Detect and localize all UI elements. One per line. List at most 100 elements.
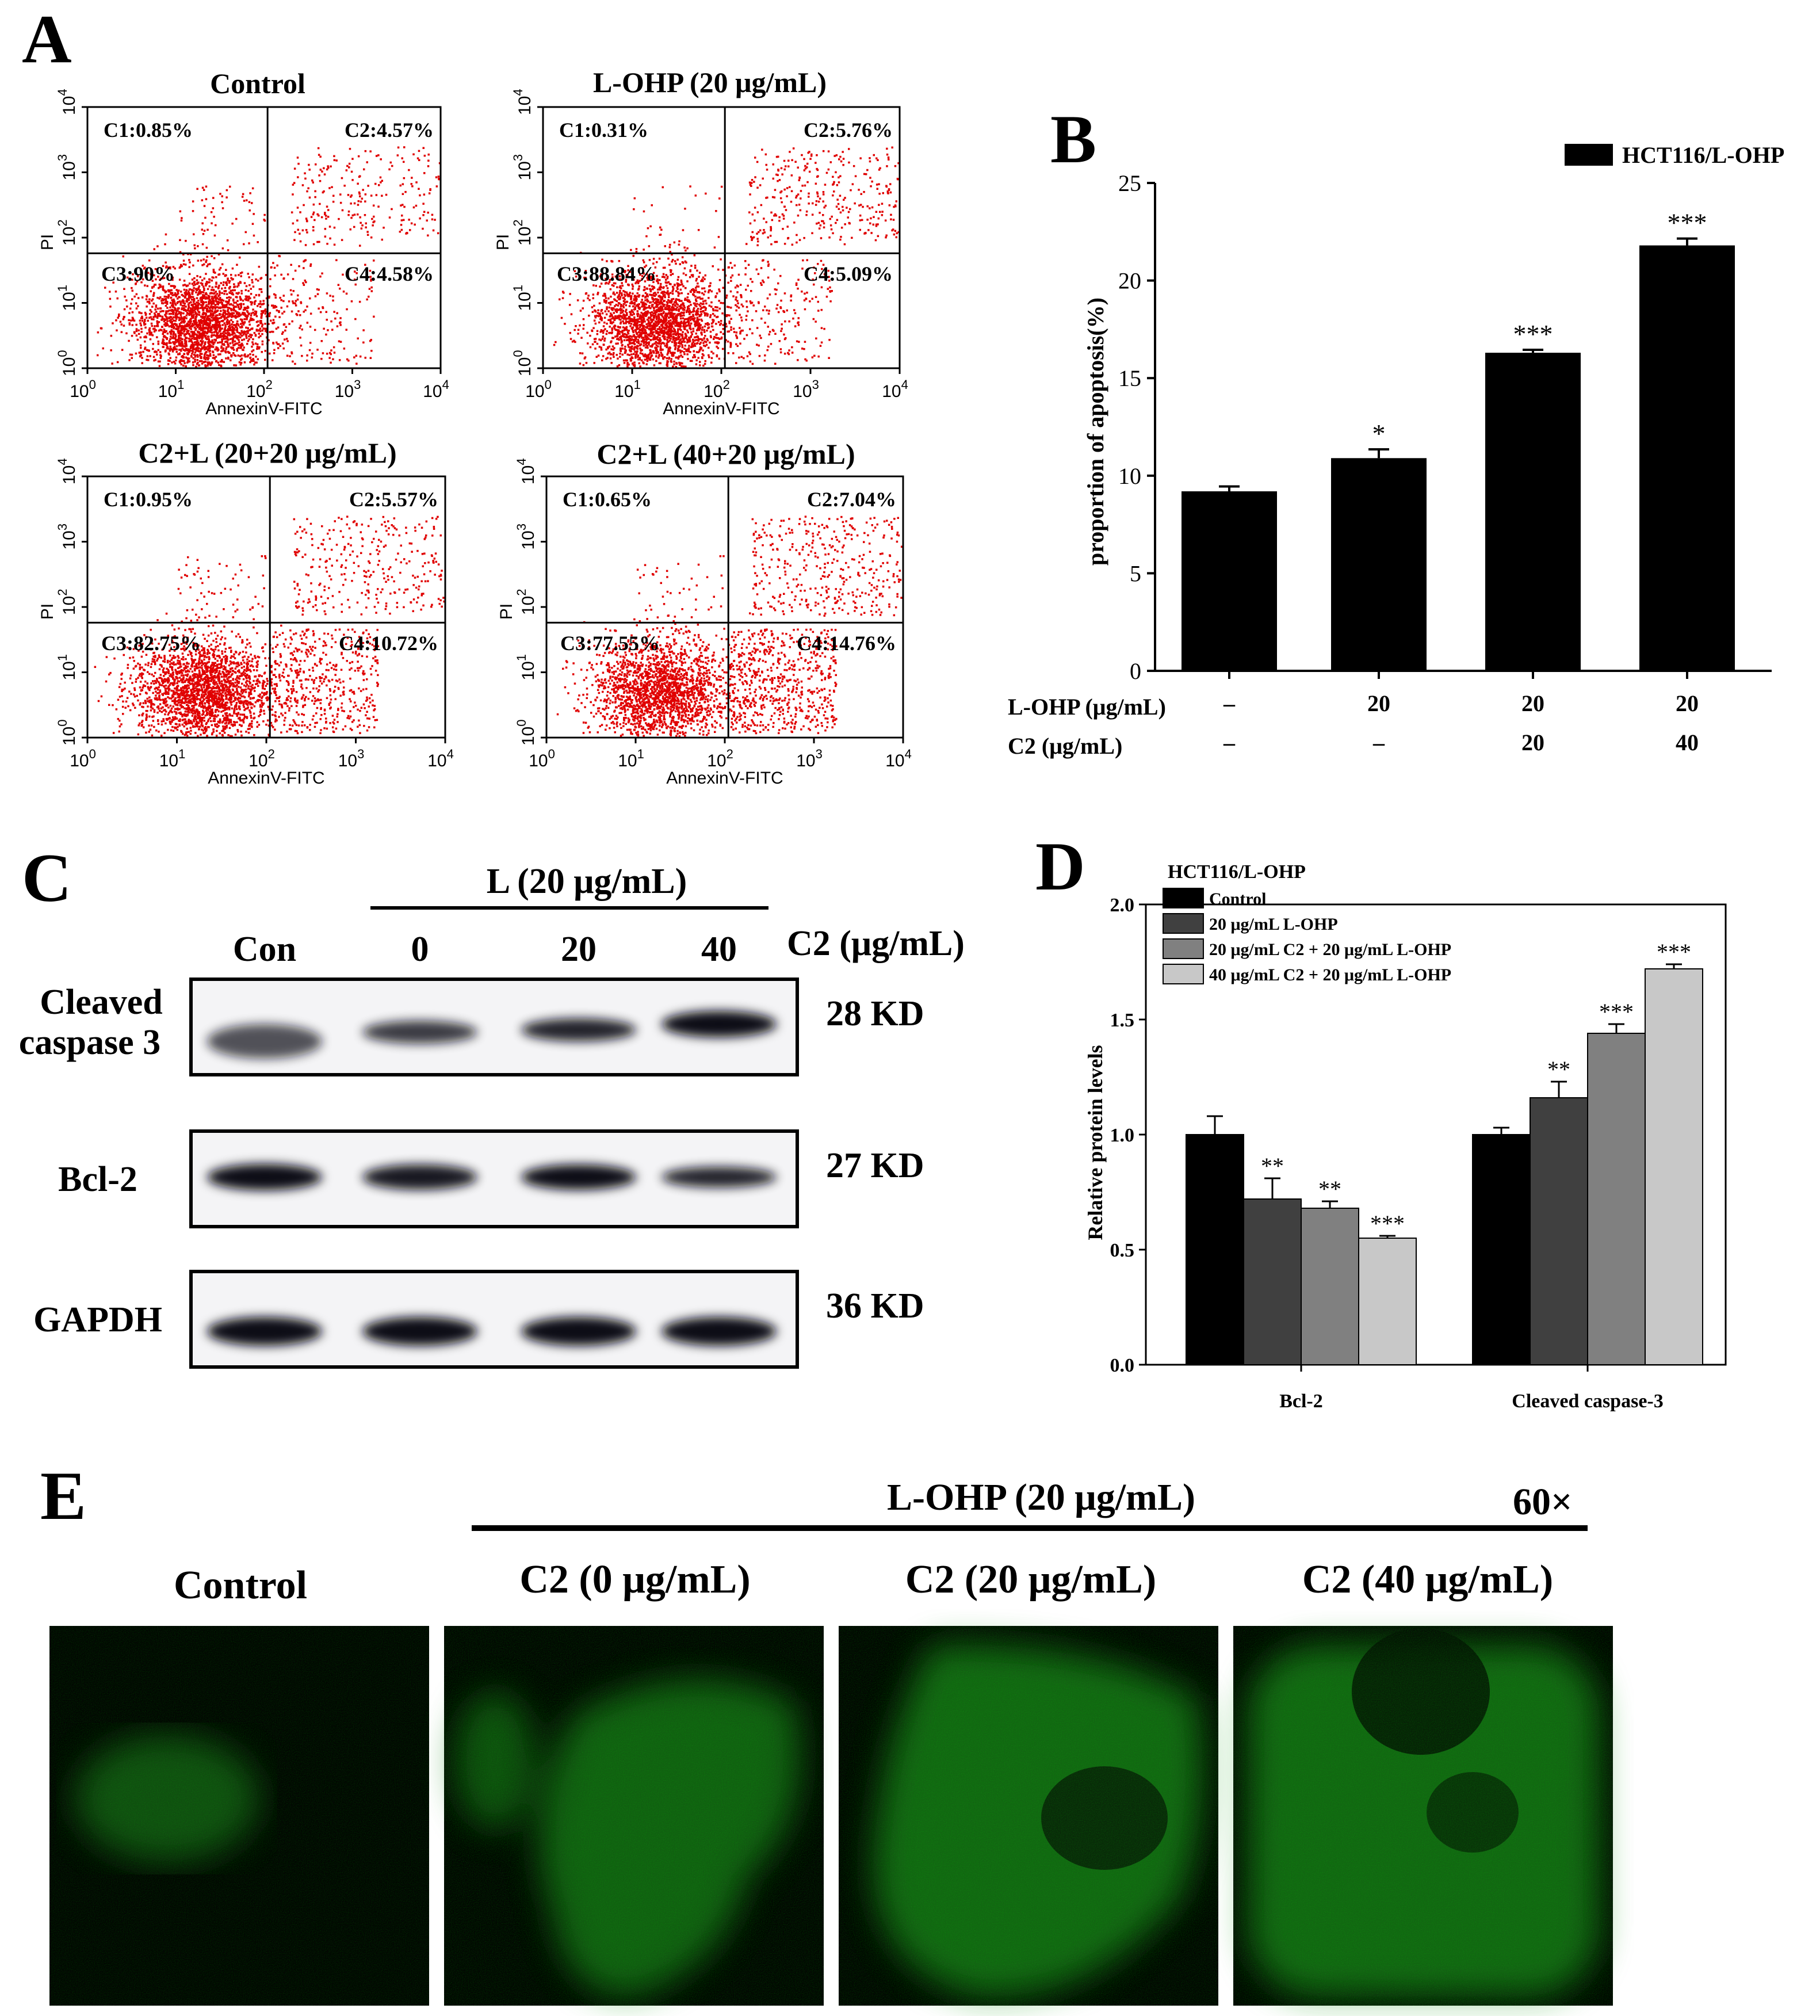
y-tick-label: 1.0 bbox=[1110, 1125, 1135, 1146]
panel-b-row1-val: 20 bbox=[1676, 690, 1699, 716]
blot-band bbox=[207, 1024, 322, 1059]
panel-a-letter: A bbox=[22, 1, 72, 77]
panel-c-lane-label: 0 bbox=[411, 930, 429, 969]
y-tick-label: 100 bbox=[514, 719, 538, 746]
bar bbox=[1472, 1134, 1531, 1365]
flow-xlabel: AnnexinV-FITC bbox=[208, 769, 324, 788]
y-tick-label: 100 bbox=[55, 719, 79, 746]
panel-e-label: Control bbox=[174, 1563, 307, 1608]
bar bbox=[1530, 1097, 1588, 1365]
bar bbox=[1186, 1134, 1244, 1365]
bar bbox=[1485, 353, 1581, 671]
y-tick-label: 101 bbox=[514, 654, 538, 681]
x-tick-label: 101 bbox=[614, 377, 641, 401]
y-tick-label: 101 bbox=[55, 285, 79, 311]
panel-c-lane-label: Con bbox=[233, 930, 296, 969]
y-tick-label: 103 bbox=[514, 524, 538, 550]
panel-c-letter: C bbox=[22, 839, 72, 916]
bar bbox=[1639, 245, 1735, 671]
micrograph-control bbox=[49, 1626, 429, 2006]
blot-band bbox=[521, 1018, 636, 1041]
blot-band bbox=[521, 1164, 636, 1190]
y-tick-label: 103 bbox=[55, 154, 79, 181]
panel-e: E L-OHP (20 μg/mL) 60× Control C2 (0 μg/… bbox=[40, 1457, 1613, 2006]
blot-row: GAPDH 36 KD bbox=[33, 1270, 924, 1369]
x-tick-label: 104 bbox=[885, 747, 912, 770]
panel-e-label: C2 (0 μg/mL) bbox=[519, 1557, 750, 1602]
panel-b-row2-val: – bbox=[1372, 730, 1385, 755]
x-tick-label: 100 bbox=[529, 747, 555, 770]
y-tick-label: 104 bbox=[55, 89, 79, 115]
x-tick-label: 101 bbox=[618, 747, 644, 770]
blot-size: 28 KD bbox=[826, 994, 924, 1033]
panel-d-legend: Control 20 μg/mL L-OHP 20 μg/mL C2 + 20 μg… bbox=[1163, 888, 1451, 984]
panel-b-legend-swatch bbox=[1565, 144, 1613, 166]
significance-label: *** bbox=[1599, 999, 1634, 1025]
flow-dots bbox=[556, 516, 903, 738]
panel-c-lane-label: 20 bbox=[561, 930, 597, 969]
y-tick-label: 102 bbox=[511, 219, 534, 246]
quadrant-c3: C3:88.84% bbox=[557, 262, 656, 285]
y-tick-label: 101 bbox=[511, 285, 534, 311]
flow-ylabel: PI bbox=[497, 604, 516, 620]
x-tick-label: 100 bbox=[525, 377, 552, 401]
flow-plot-title: C2+L (40+20 μg/mL) bbox=[597, 438, 855, 470]
legend-label: 20 μg/mL L-OHP bbox=[1209, 915, 1338, 934]
legend-swatch bbox=[1163, 938, 1204, 959]
x-tick-label: 103 bbox=[796, 747, 823, 770]
y-tick-label: 25 bbox=[1118, 170, 1141, 196]
blot-label: Cleaved bbox=[40, 983, 163, 1022]
micrograph-c2-40 bbox=[1233, 1626, 1613, 2006]
panel-d-ylabel: Relative protein levels bbox=[1084, 1045, 1107, 1240]
blot-label: GAPDH bbox=[33, 1300, 162, 1339]
flow-plots: Control C1:0.85% C2:4.57% C3:90% C4:4.58% 100… bbox=[38, 66, 912, 788]
panel-d-legend-title: HCT116/L-OHP bbox=[1168, 861, 1306, 883]
quadrant-c2: C2:4.57% bbox=[345, 119, 434, 142]
x-tick-label: 101 bbox=[159, 747, 186, 770]
blot-label: caspase 3 bbox=[19, 1023, 160, 1062]
significance-label: *** bbox=[1513, 319, 1553, 349]
legend-swatch bbox=[1163, 964, 1204, 984]
flow-plot-frame bbox=[542, 106, 901, 369]
panel-b-row2-val: 40 bbox=[1676, 730, 1699, 755]
panel-b-row1-val: – bbox=[1223, 690, 1236, 716]
x-tick-label: 103 bbox=[338, 747, 365, 770]
flow-dots bbox=[97, 146, 441, 368]
x-tick-label: 103 bbox=[793, 377, 819, 401]
x-tick-label: 104 bbox=[427, 747, 454, 770]
quadrant-c3: C3:90% bbox=[101, 262, 175, 285]
y-tick-label: 100 bbox=[55, 350, 79, 376]
quadrant-c3: C3:77.55% bbox=[560, 632, 660, 655]
significance-label: ** bbox=[1318, 1176, 1341, 1202]
panel-b-row1-val: 20 bbox=[1367, 690, 1390, 716]
blot-row: Bcl-2 27 KD bbox=[58, 1129, 924, 1228]
panel-b-ylabel: proportion of apoptosis(%) bbox=[1083, 297, 1108, 566]
panel-e-label: C2 (20 μg/mL) bbox=[905, 1557, 1156, 1602]
y-tick-label: 100 bbox=[511, 350, 534, 376]
x-tick-label: 100 bbox=[70, 747, 96, 770]
quadrant-c4: C4:10.72% bbox=[339, 632, 438, 655]
flow-xlabel: AnnexinV-FITC bbox=[663, 399, 779, 418]
panel-b: B HCT116/L-OHP proportion of apoptosis(%… bbox=[1008, 101, 1784, 759]
y-tick-label: 2.0 bbox=[1110, 895, 1135, 916]
x-category-label: Bcl-2 bbox=[1279, 1391, 1323, 1412]
significance-label: ** bbox=[1261, 1153, 1284, 1179]
flow-xlabel: AnnexinV-FITC bbox=[666, 769, 783, 788]
legend-swatch bbox=[1163, 913, 1204, 934]
flow-ylabel: PI bbox=[494, 234, 513, 250]
quadrant-c4: C4:4.58% bbox=[345, 262, 434, 285]
panel-b-row2-val: 20 bbox=[1521, 730, 1544, 755]
quadrant-c2: C2:5.76% bbox=[804, 119, 893, 142]
blot-band bbox=[362, 1317, 477, 1346]
panel-e-group-label: L-OHP (20 μg/mL) bbox=[887, 1476, 1195, 1518]
blot-size: 36 KD bbox=[826, 1286, 924, 1326]
panel-c-c2-label: C2 (μg/mL) bbox=[787, 924, 965, 963]
bar bbox=[1301, 1208, 1359, 1365]
quadrant-c2: C2:5.57% bbox=[349, 488, 438, 511]
quadrant-c3: C3:82.75% bbox=[101, 632, 201, 655]
panel-c-lane-label: 40 bbox=[701, 930, 737, 969]
significance-label: ** bbox=[1547, 1056, 1570, 1082]
y-tick-label: 1.5 bbox=[1110, 1010, 1135, 1031]
panel-d: D HCT116/L-OHP Control 20 μg/mL L-OHP 20 μ… bbox=[1035, 828, 1727, 1412]
